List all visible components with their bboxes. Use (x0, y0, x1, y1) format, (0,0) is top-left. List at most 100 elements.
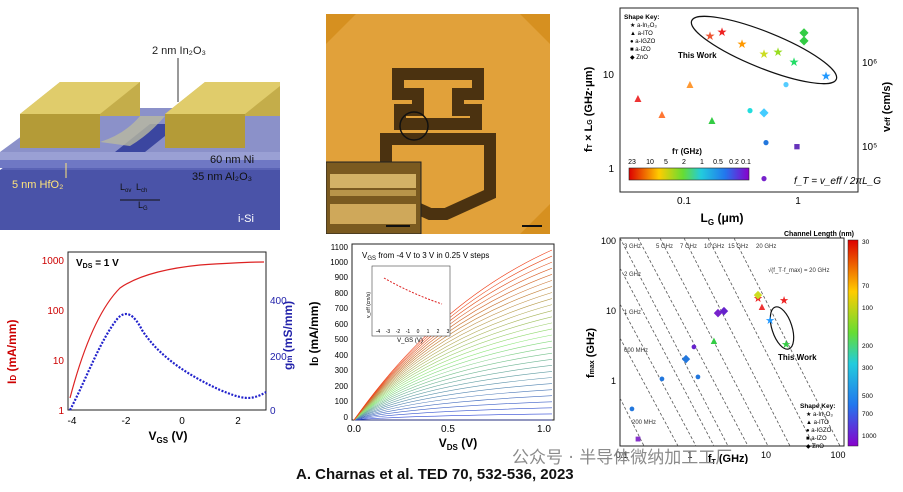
svg-text:ID (mA/mm): ID (mA/mm) (5, 320, 19, 384)
svg-text:ID (mA/mm): ID (mA/mm) (307, 302, 321, 366)
svg-text:400: 400 (335, 351, 349, 360)
svg-text:200 MHz: 200 MHz (632, 420, 656, 426)
svg-text:▲: ▲ (706, 113, 718, 127)
svg-text:5 GHz: 5 GHz (656, 244, 673, 250)
svg-text:VDS = 1 V: VDS = 1 V (76, 258, 119, 270)
device-micrograph (326, 14, 550, 234)
svg-text:VDS (V): VDS (V) (439, 436, 477, 452)
svg-text:-2: -2 (122, 416, 131, 427)
svg-text:◆: ◆ (799, 25, 809, 39)
svg-text:700: 700 (862, 411, 873, 418)
svg-text:●: ● (760, 171, 767, 185)
svg-text:10: 10 (646, 159, 654, 166)
svg-text:-4: -4 (376, 329, 381, 335)
output-curve (353, 316, 553, 421)
svg-text:0.5: 0.5 (713, 159, 723, 166)
svg-text:◆ ZnO: ◆ ZnO (806, 444, 824, 450)
svg-text:◆: ◆ (759, 105, 769, 119)
svg-text:200: 200 (335, 382, 349, 391)
svg-text:This Work: This Work (678, 51, 717, 60)
svg-text:-4: -4 (68, 416, 77, 427)
svg-text:◆: ◆ (720, 305, 729, 317)
output-curve (353, 371, 553, 421)
svg-text:★: ★ (717, 25, 728, 39)
watermark: 公众号 · 半导体微纳加工工厂 (512, 448, 733, 468)
svg-text:This Work: This Work (778, 353, 817, 362)
svg-text:300: 300 (862, 365, 873, 372)
svg-text:▲ a-ITO: ▲ a-ITO (630, 31, 653, 37)
svg-text:600: 600 (335, 320, 349, 329)
svg-text:● a-IGZO: ● a-IGZO (630, 39, 656, 45)
svg-text:15 GHz: 15 GHz (728, 244, 748, 250)
svg-text:●: ● (746, 103, 753, 117)
svg-text:10⁶: 10⁶ (862, 58, 877, 69)
id-vgs-plot: VDS = 1 V 1000 100 10 1 400 200 0 -4 -2 … (0, 240, 300, 452)
svg-text:100: 100 (601, 236, 616, 246)
svg-text:1: 1 (700, 159, 704, 166)
svg-text:1000: 1000 (330, 258, 348, 267)
svg-text:300: 300 (335, 366, 349, 375)
svg-text:◆: ◆ (799, 33, 809, 47)
svg-text:1000: 1000 (42, 256, 65, 267)
svg-text:★: ★ (779, 295, 789, 307)
id-vds-plot: 0 100 200 300 400 500 600 700 800 900 10… (298, 238, 566, 452)
svg-text:70: 70 (862, 283, 870, 290)
svg-text:fT (GHz): fT (GHz) (672, 147, 702, 156)
svg-text:●: ● (659, 373, 666, 385)
svg-text:10 GHz: 10 GHz (704, 244, 724, 250)
svg-text:■: ■ (635, 434, 641, 445)
svg-text:1: 1 (611, 376, 616, 386)
svg-text:100: 100 (47, 306, 64, 317)
output-curve (353, 286, 553, 421)
svg-text:LG (μm): LG (μm) (701, 211, 744, 227)
svg-text:0.2: 0.2 (729, 159, 739, 166)
svg-text:▲: ▲ (684, 77, 696, 91)
svg-text:20 GHz: 20 GHz (756, 244, 776, 250)
svg-text:10: 10 (761, 450, 771, 460)
svg-text:●: ● (762, 135, 769, 149)
svg-text:★ a-In₂O₃: ★ a-In₂O₃ (806, 411, 833, 418)
output-curve (353, 304, 553, 421)
svg-text:30: 30 (862, 239, 870, 246)
svg-text:0.1: 0.1 (616, 450, 629, 460)
svg-text:100: 100 (830, 450, 845, 460)
svg-text:3: 3 (447, 329, 450, 335)
output-curves (353, 249, 553, 421)
output-curve (353, 322, 553, 421)
svg-text:★: ★ (753, 293, 763, 305)
svg-text:1: 1 (427, 329, 430, 335)
svg-text:2 GHz: 2 GHz (624, 272, 641, 278)
svg-text:★: ★ (759, 47, 770, 61)
svg-text:1: 1 (608, 164, 614, 175)
svg-text:900: 900 (335, 273, 349, 282)
output-curve (353, 328, 553, 421)
output-curve (353, 383, 553, 421)
svg-text:Shape Key:: Shape Key: (624, 14, 659, 21)
svg-text:0: 0 (417, 329, 420, 335)
svg-text:10: 10 (53, 356, 65, 367)
svg-text:1.0: 1.0 (537, 424, 551, 435)
svg-text:▲: ▲ (757, 301, 768, 313)
device-3d-schematic: 2 nm In₂O₃ 60 nm Ni 35 nm Al₂O₃ 5 nm HfO… (0, 30, 280, 230)
svg-text:500: 500 (862, 393, 873, 400)
svg-text:√(f_T·f_max) = 20 GHz: √(f_T·f_max) = 20 GHz (768, 267, 829, 274)
output-curve (353, 401, 553, 421)
svg-text:VGS (V): VGS (V) (149, 429, 188, 445)
svg-text:0.1: 0.1 (677, 196, 691, 207)
svg-text:★: ★ (781, 339, 791, 351)
svg-text:●: ● (782, 77, 789, 91)
svg-text:★: ★ (789, 55, 800, 69)
svg-text:▲: ▲ (632, 91, 644, 105)
key-star: ★ a-In₂O₃ (630, 22, 657, 29)
svg-text:0.1: 0.1 (741, 159, 751, 166)
svg-text:veff (cm/s): veff (cm/s) (881, 82, 893, 132)
svg-text:100: 100 (335, 397, 349, 406)
svg-text:800: 800 (335, 289, 349, 298)
svg-text:gm (mS/mm): gm (mS/mm) (281, 301, 295, 370)
citation-caption: A. Charnas et al. TED 70, 532-536, 2023 (296, 466, 574, 483)
svg-text:▲: ▲ (709, 335, 720, 347)
svg-text:■ a-IZO: ■ a-IZO (630, 47, 651, 53)
fmax-ft-plot: 100 10 1 0.1 1 10 100 fT (GHz) fmax (GHz… (578, 228, 903, 464)
svg-text:◆: ◆ (682, 353, 691, 365)
svg-text:Shape Key:: Shape Key: (800, 403, 835, 410)
